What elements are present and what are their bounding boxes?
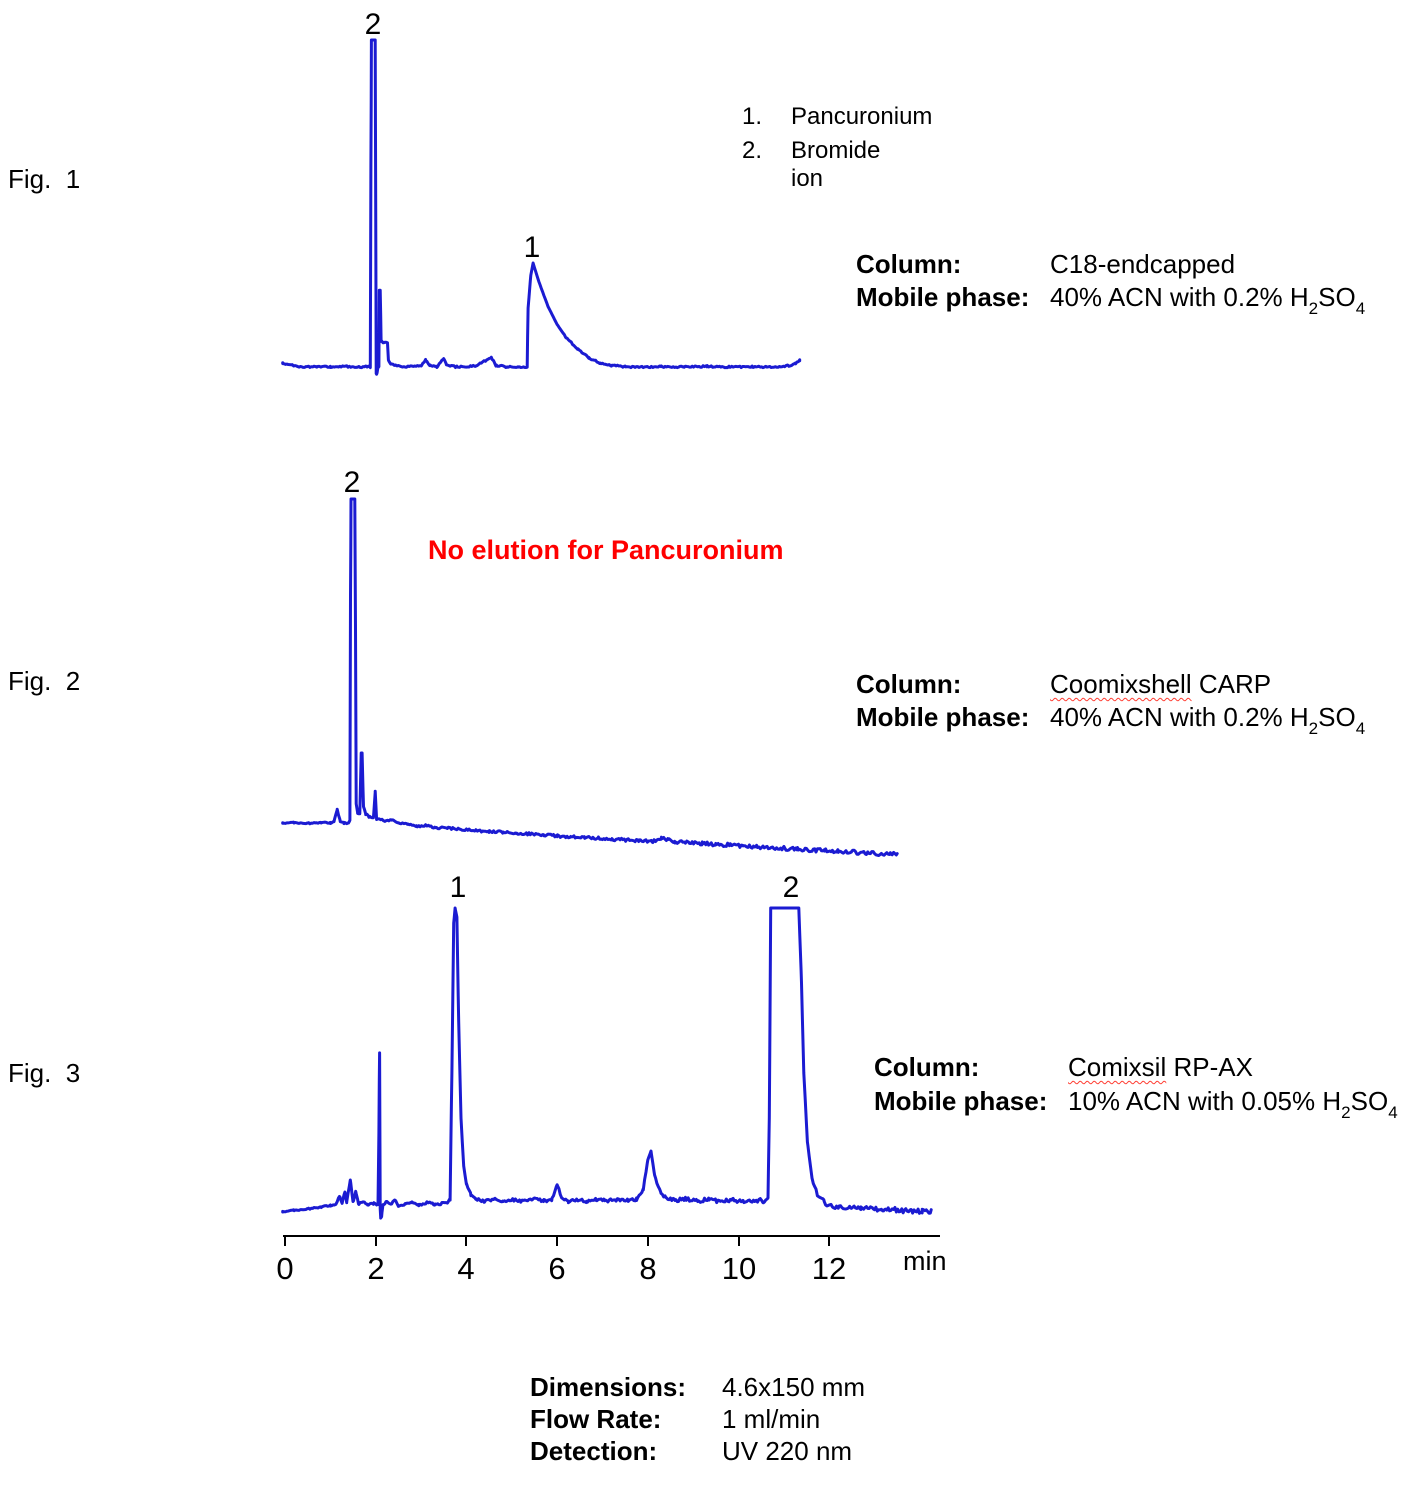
flow-rate-label: Flow Rate: xyxy=(530,1404,662,1434)
fig2-mobile-phase-value: 40% ACN with 0.2% H2SO4 xyxy=(1050,702,1366,738)
dimensions-value: 4.6x150 mm xyxy=(722,1372,866,1402)
fig3-mobile-phase-label: Mobile phase: xyxy=(874,1086,1048,1116)
legend-item-1-name: Pancuronium xyxy=(791,103,933,130)
fig1-mobile-phase-label: Mobile phase: xyxy=(856,282,1030,312)
x-axis-tick-label: 6 xyxy=(548,1251,566,1286)
x-axis-tick-label: 2 xyxy=(367,1251,385,1286)
fig1-peak-label-pancuronium: 1 xyxy=(523,231,541,264)
x-axis-tick-label: 0 xyxy=(276,1251,294,1286)
fig2-caption: Fig. 2 xyxy=(8,666,81,696)
fig3-peak-label-bromide: 2 xyxy=(782,871,800,904)
fig2-column-value: Coomixshell CARP xyxy=(1050,669,1272,699)
x-axis-tick xyxy=(465,1237,467,1246)
fig3-caption: Fig. 3 xyxy=(8,1058,81,1088)
legend-item-2-number: 2. xyxy=(742,137,763,164)
fig2-mobile-phase-label: Mobile phase: xyxy=(856,702,1030,732)
x-axis-line xyxy=(283,1235,940,1237)
legend-item-2-name: Bromide ion xyxy=(791,137,881,192)
fig2-peak-label-bromide: 2 xyxy=(343,466,361,499)
x-axis-tick xyxy=(556,1237,558,1246)
x-axis-tick xyxy=(828,1237,830,1246)
fig3-peak-label-pancuronium: 1 xyxy=(449,871,467,904)
fig1-mobile-phase-value: 40% ACN with 0.2% H2SO4 xyxy=(1050,282,1366,318)
no-elution-warning-text: No elution for Pancuronium xyxy=(428,535,784,565)
legend-item-1-number: 1. xyxy=(742,103,763,130)
fig2-column-label: Column: xyxy=(856,669,962,699)
fig1-column-value: C18-endcapped xyxy=(1050,249,1236,279)
x-axis-tick xyxy=(375,1237,377,1246)
x-axis-tick-label: 12 xyxy=(811,1251,847,1286)
flow-rate-value: 1 ml/min xyxy=(722,1404,821,1434)
x-axis-tick xyxy=(738,1237,740,1246)
fig3-mobile-phase-value: 10% ACN with 0.05% H2SO4 xyxy=(1068,1086,1398,1122)
detection-value: UV 220 nm xyxy=(722,1436,853,1466)
fig1-caption: Fig. 1 xyxy=(8,164,81,194)
detection-label: Detection: xyxy=(530,1436,658,1466)
x-axis-tick-label: 8 xyxy=(639,1251,657,1286)
x-axis-tick xyxy=(284,1237,286,1246)
dimensions-label: Dimensions: xyxy=(530,1372,687,1402)
x-axis-tick-label: 10 xyxy=(721,1251,757,1286)
fig1-column-label: Column: xyxy=(856,249,962,279)
fig1-trace xyxy=(281,38,802,376)
x-axis-tick-label: 4 xyxy=(457,1251,475,1286)
fig3-column-value: Comixsil RP-AX xyxy=(1068,1052,1253,1082)
fig3-trace xyxy=(281,906,933,1220)
x-axis-tick xyxy=(647,1237,649,1246)
fig3-column-label: Column: xyxy=(874,1052,980,1082)
x-axis-unit-label: min xyxy=(903,1246,947,1276)
fig1-peak-label-bromide: 2 xyxy=(364,8,382,41)
